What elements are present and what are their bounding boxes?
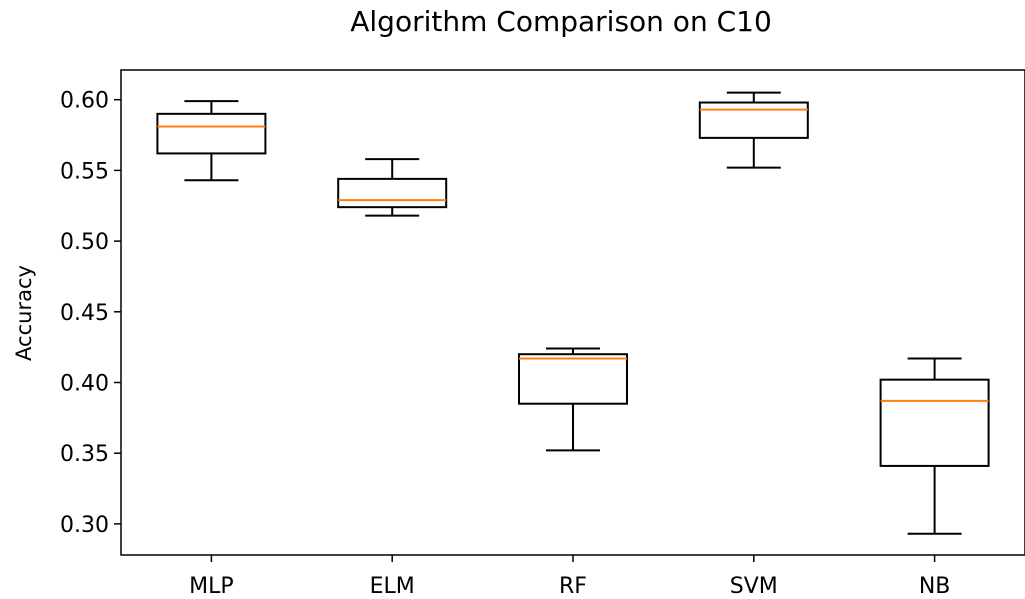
iqr-box [698,101,809,139]
boxes [156,91,990,535]
x-tick-label: MLP [189,574,234,599]
y-tick-label: 0.45 [60,301,109,326]
plot-area [120,69,1025,556]
y-tick-label: 0.50 [60,230,109,255]
x-tick-label: ELM [370,574,415,599]
box-mlp [156,100,267,182]
iqr-box [879,378,990,467]
y-axis-label: Accuracy [12,265,36,361]
y-tick-label: 0.35 [60,442,109,467]
box-rf [518,347,628,452]
box-elm [337,158,448,217]
iqr-box [337,177,448,209]
y-tick-label: 0.55 [60,159,109,184]
y-tick-label: 0.30 [60,513,109,538]
y-axis: 0.30 0.35 0.40 0.45 0.50 0.55 0.60 [60,89,121,538]
box-svm [698,91,809,169]
y-tick-label: 0.40 [60,371,109,396]
box-nb [879,357,990,535]
x-tick-label: SVM [730,574,778,599]
y-tick-label: 0.60 [60,89,109,114]
iqr-box [518,353,628,405]
chart-title: Algorithm Comparison on C10 [350,5,772,38]
x-axis: MLP ELM RF SVM NB [189,555,950,599]
x-tick-label: NB [919,574,951,599]
x-tick-label: RF [559,574,587,599]
iqr-box [156,112,267,155]
